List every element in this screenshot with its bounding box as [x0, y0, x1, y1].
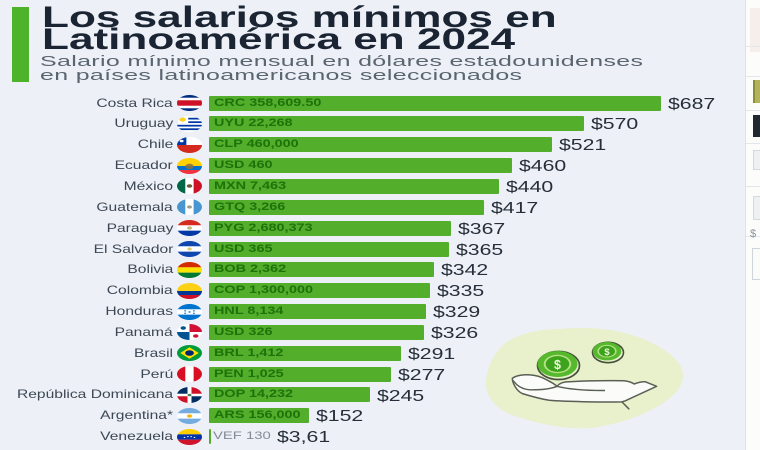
- svg-text:$: $: [604, 347, 610, 358]
- svg-text:$: $: [554, 358, 561, 372]
